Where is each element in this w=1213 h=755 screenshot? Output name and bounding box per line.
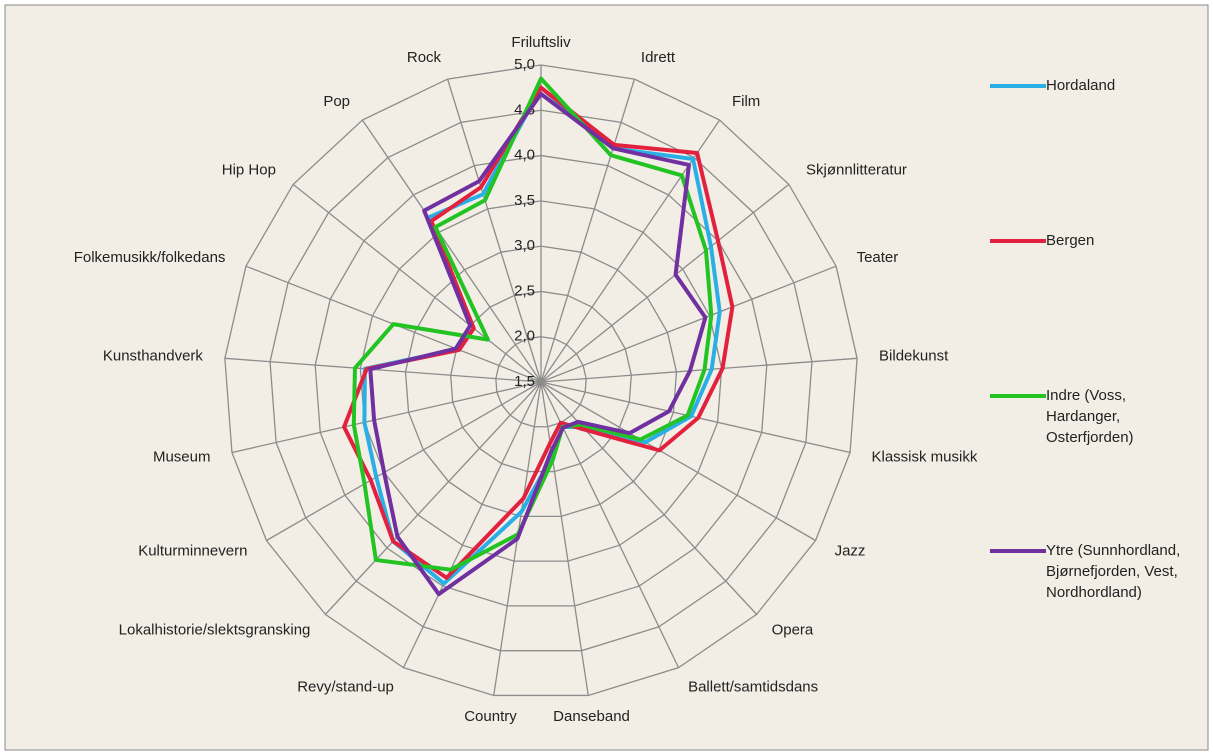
series-line (368, 91, 708, 597)
category-label: Teater (857, 249, 899, 266)
legend-swatch (990, 239, 1046, 243)
r-tick-label: 2,0 (514, 328, 535, 345)
category-label: Idrett (641, 49, 676, 66)
category-label: Opera (772, 621, 814, 638)
spoke (540, 183, 790, 383)
category-label: Bildekunst (879, 348, 949, 365)
spoke (540, 381, 589, 696)
spoke (266, 381, 542, 542)
spoke (540, 265, 837, 383)
legend-label: Indre (Voss, Hardanger, Osterfjorden) (1046, 387, 1134, 446)
spoke (540, 357, 858, 383)
legend-entry: Bergen (990, 230, 1196, 251)
grid-ring (314, 154, 768, 607)
category-label: Folkemusikk/folkedans (74, 249, 226, 266)
legend-swatch (990, 549, 1046, 553)
grid-ring (359, 200, 723, 562)
category-label: Pop (323, 93, 350, 110)
category-label: Kulturminnevern (138, 542, 247, 559)
legend-entry: Ytre (Sunnhordland, Bjørnefjorden, Vest,… (990, 540, 1196, 603)
category-label: Country (464, 708, 517, 725)
category-label: Danseband (553, 708, 630, 725)
spoke (224, 357, 542, 383)
category-label: Film (732, 93, 760, 110)
grid-ring (269, 109, 813, 652)
category-label: Klassisk musikk (872, 448, 978, 465)
category-label: Friluftsliv (511, 34, 571, 51)
legend-label: Hordaland (1046, 77, 1116, 94)
r-tick-label: 4,0 (514, 147, 535, 164)
legend-entry: Indre (Voss, Hardanger, Osterfjorden) (990, 385, 1196, 448)
legend-label: Bergen (1046, 232, 1095, 249)
spoke (361, 119, 542, 383)
legend-label: Ytre (Sunnhordland, Bjørnefjorden, Vest,… (1046, 542, 1181, 601)
spoke (324, 381, 542, 615)
grid-ring (404, 245, 678, 517)
grid-ring (495, 336, 587, 428)
spoke (446, 78, 542, 383)
category-label: Rock (407, 49, 442, 66)
legend-swatch (990, 84, 1046, 88)
spoke (402, 381, 542, 668)
category-label: Hip Hop (222, 162, 276, 179)
legend-entry: Hordaland (990, 75, 1196, 96)
grid-ring (224, 64, 858, 697)
series-line (342, 85, 735, 580)
category-label: Jazz (835, 542, 866, 559)
spoke (540, 78, 636, 383)
r-tick-label: 3,5 (514, 192, 535, 209)
category-label: Revy/stand-up (297, 678, 394, 695)
legend-swatch (990, 394, 1046, 398)
spoke (540, 381, 851, 454)
category-label: Lokalhistorie/slektsgransking (119, 621, 311, 638)
r-tick-label: 3,0 (514, 237, 535, 254)
category-label: Museum (153, 448, 211, 465)
category-label: Ballett/samtidsdans (688, 678, 818, 695)
spoke (540, 381, 816, 542)
legend: Hordaland Bergen Indre (Voss, Hardanger, O… (990, 0, 1210, 755)
category-label: Kunsthandverk (103, 348, 204, 365)
r-tick-label: 1,5 (514, 373, 535, 390)
r-tick-label: 5,0 (514, 56, 535, 73)
spoke (292, 183, 542, 383)
r-tick-label: 2,5 (514, 282, 535, 299)
spoke (231, 381, 542, 454)
category-label: Skjønnlitteratur (806, 162, 907, 179)
